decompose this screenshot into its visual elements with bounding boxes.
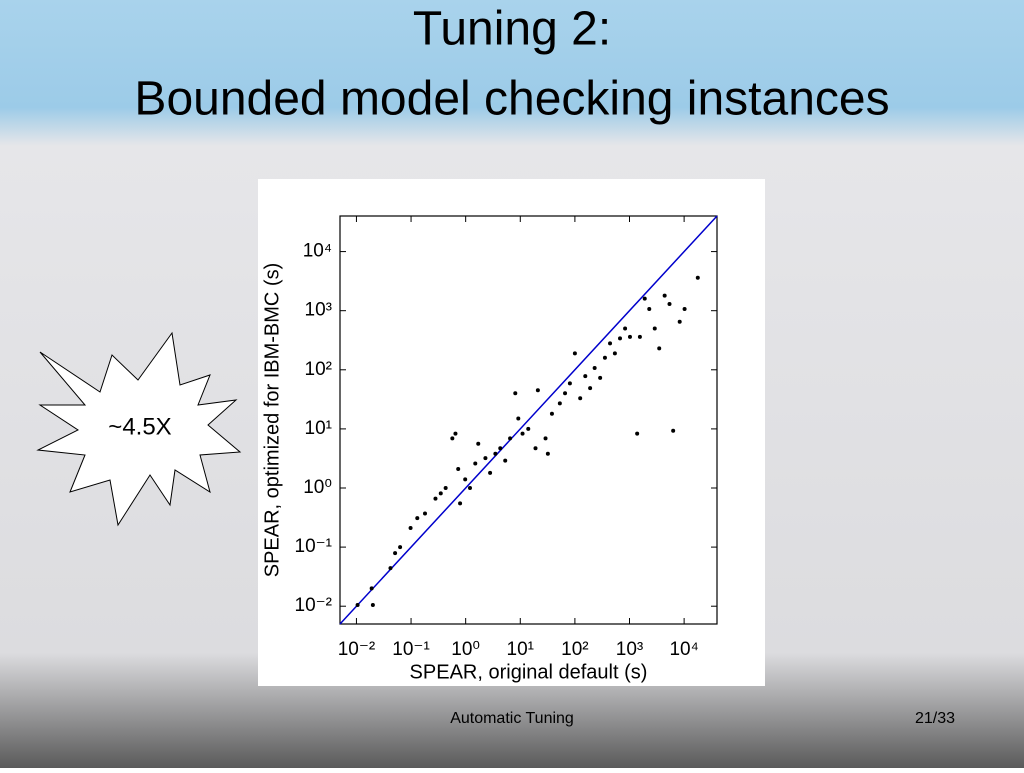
- page-number: 21/33: [915, 710, 955, 727]
- point: [473, 461, 478, 466]
- y-tick-label: 10¹: [305, 418, 332, 439]
- point: [467, 486, 472, 490]
- point: [572, 351, 577, 356]
- point: [422, 511, 427, 516]
- point: [671, 428, 676, 433]
- point: [602, 355, 607, 360]
- starburst: [36, 331, 242, 527]
- point: [682, 306, 687, 311]
- point: [508, 436, 513, 441]
- point: [618, 336, 623, 341]
- slide-title: Tuning 2:: [413, 3, 611, 56]
- point: [549, 411, 554, 416]
- point: [657, 346, 662, 351]
- point: [520, 431, 525, 436]
- point: [369, 586, 374, 591]
- slide-title: Bounded model checking instances: [134, 73, 889, 126]
- point: [483, 456, 488, 461]
- plot-frame: [339, 215, 718, 625]
- x-tick-label: 10⁻¹: [392, 639, 430, 660]
- chart: 10⁻² 10⁻¹ 10⁰ 10¹ 10² 10³ 10⁴ 10⁻² 10⁻¹ 10⁰ 10¹ 10²…: [261, 215, 718, 683]
- point: [393, 551, 398, 556]
- y-tick-label: 10⁰: [303, 477, 332, 498]
- point: [433, 496, 438, 501]
- x-axis-label: SPEAR, original default (s): [410, 661, 648, 683]
- point: [588, 386, 593, 391]
- point: [533, 446, 538, 451]
- point: [415, 516, 420, 521]
- x-tick-label: 10¹: [507, 639, 534, 660]
- point: [535, 388, 540, 393]
- point: [398, 545, 403, 550]
- point: [443, 486, 448, 490]
- x-tick-label: 10³: [616, 639, 643, 660]
- y-tick-label: 10²: [305, 359, 332, 380]
- reference-line: [339, 215, 718, 625]
- point: [543, 436, 548, 441]
- point: [493, 451, 498, 456]
- point: [667, 301, 672, 306]
- point: [438, 491, 443, 496]
- point: [458, 501, 463, 506]
- point: [456, 466, 461, 471]
- point: [695, 275, 700, 280]
- point: [545, 451, 550, 456]
- x-tick-label: 10⁴: [669, 639, 698, 660]
- point: [453, 431, 458, 436]
- callout: ~4.5X: [108, 413, 171, 440]
- point: [623, 326, 628, 331]
- point: [635, 431, 640, 436]
- point: [388, 566, 393, 571]
- point: [627, 334, 632, 339]
- point: [498, 446, 503, 451]
- point: [652, 326, 657, 331]
- chart-panel: [258, 179, 765, 686]
- y-tick-label: 10³: [305, 300, 332, 321]
- point: [592, 366, 597, 371]
- footer: Automatic Tuning: [450, 710, 574, 727]
- point: [637, 334, 642, 339]
- x-tick-label: 10⁰: [451, 639, 480, 660]
- point: [513, 391, 518, 396]
- point: [608, 341, 613, 346]
- y-tick-label: 10⁻¹: [295, 536, 333, 557]
- x-tick-label: 10²: [561, 639, 588, 660]
- point: [612, 351, 617, 356]
- x-tick-label: 10⁻²: [338, 639, 376, 660]
- point: [557, 401, 562, 406]
- point: [463, 477, 468, 482]
- point: [647, 306, 652, 311]
- y-tick-label: 10⁴: [303, 241, 332, 262]
- point: [598, 375, 603, 380]
- point: [488, 470, 493, 475]
- point: [677, 319, 682, 324]
- point: [642, 296, 647, 301]
- point: [450, 436, 455, 441]
- point: [567, 381, 572, 386]
- point: [476, 441, 481, 446]
- point: [563, 391, 568, 396]
- point: [526, 426, 531, 431]
- point: [662, 293, 667, 298]
- y-tick-label: 10⁻²: [295, 595, 333, 616]
- point: [583, 374, 588, 379]
- point: [370, 602, 375, 607]
- point: [408, 526, 413, 531]
- point: [578, 396, 583, 401]
- point: [355, 602, 360, 607]
- point: [503, 458, 508, 463]
- point: [516, 416, 521, 421]
- y-axis-label: SPEAR, optimized for IBM-BMC (s): [261, 263, 283, 578]
